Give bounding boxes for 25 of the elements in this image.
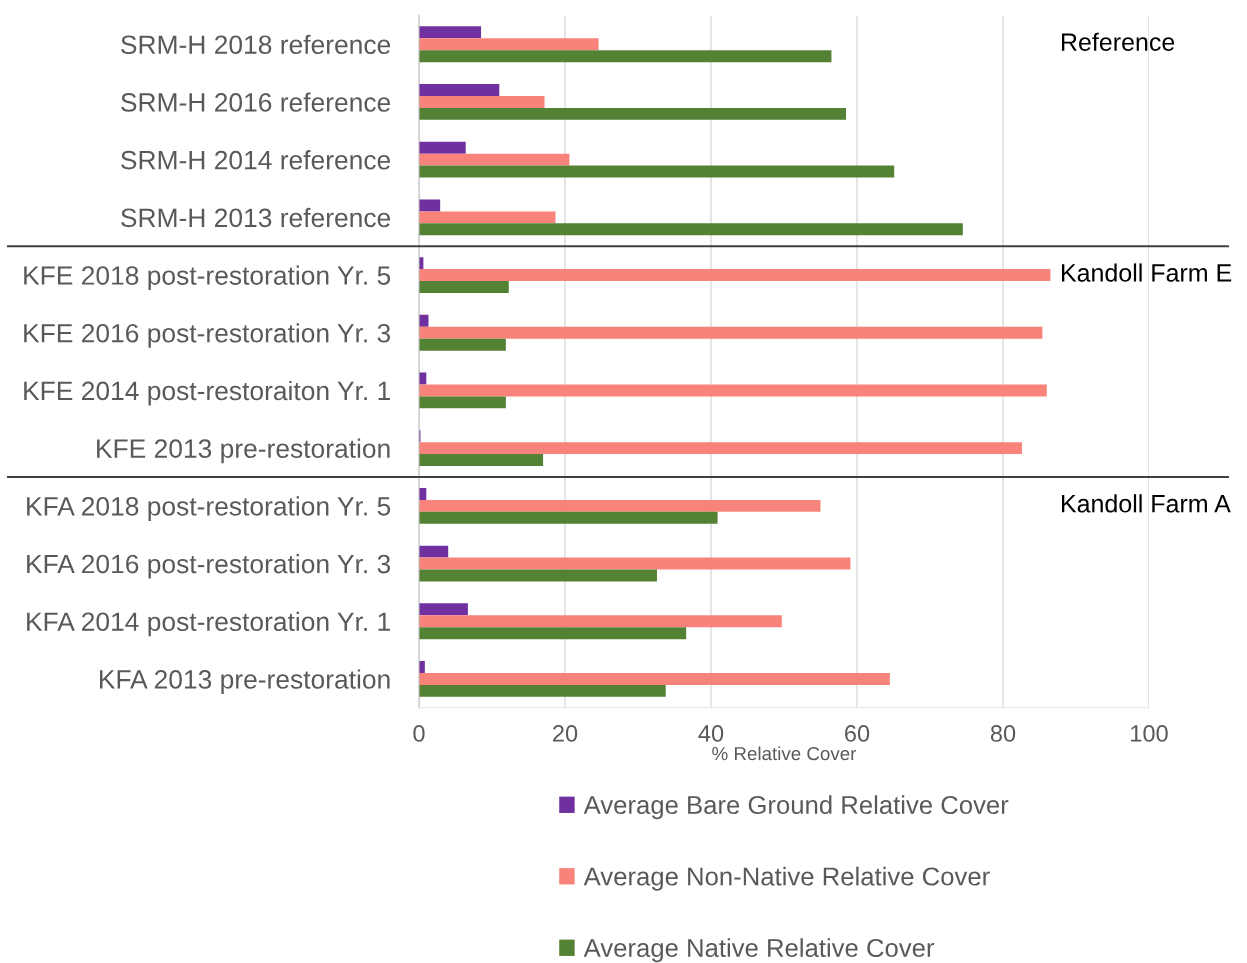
y-tick-label: KFE 2018 post-restoration Yr. 5 bbox=[24, 265, 391, 291]
x-axis-title: % Relative Cover bbox=[712, 746, 857, 761]
annotation: Kandoll Farm A bbox=[1061, 494, 1231, 513]
x-tick-label: 20 bbox=[553, 725, 578, 742]
x-tick-label: 0 bbox=[413, 725, 425, 742]
x-tick-label: 100 bbox=[1131, 725, 1168, 742]
y-tick-label: SRM-H 2014 reference bbox=[121, 150, 391, 170]
y-tick-label: SRM-H 2016 reference bbox=[121, 92, 391, 112]
y-tick-label: KFA 2018 post-restoration Yr. 5 bbox=[27, 496, 391, 521]
y-tick-label: SRM-H 2013 reference bbox=[121, 207, 391, 228]
y-tick-label: KFA 2013 pre-restoration bbox=[100, 669, 390, 694]
y-tick-label: KFE 2013 pre-restoration bbox=[97, 438, 390, 464]
x-tick-label: 40 bbox=[698, 725, 724, 742]
y-tick-label: KFE 2016 post-restoration Yr. 3 bbox=[24, 323, 391, 348]
legend-label: Average Bare Ground Relative Cover bbox=[583, 795, 1009, 820]
x-tick-label: 60 bbox=[845, 725, 870, 742]
y-tick-label: KFE 2014 post-restoraiton Yr. 1 bbox=[24, 380, 390, 406]
legend-label: Average Native Relative Cover bbox=[583, 938, 935, 963]
y-tick-label: SRM-H 2018 reference bbox=[121, 34, 391, 55]
legend-label: Average Non-Native Relative Cover bbox=[583, 866, 990, 891]
y-tick-label: KFA 2014 post-restoration Yr. 1 bbox=[27, 611, 390, 637]
x-tick-label: 80 bbox=[990, 725, 1016, 742]
y-tick-label: KFA 2016 post-restoration Yr. 3 bbox=[27, 553, 391, 579]
annotation: Kandoll Farm E bbox=[1061, 263, 1232, 282]
annotation: Reference bbox=[1061, 32, 1175, 51]
